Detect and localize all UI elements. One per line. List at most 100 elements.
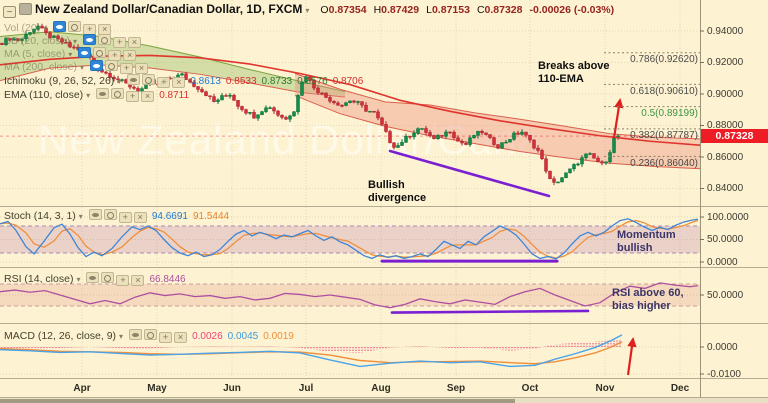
indicator-label[interactable]: Vol (20) <box>4 22 41 34</box>
indicator-value: 0.8576 <box>297 76 328 87</box>
month-label: Nov <box>595 383 615 394</box>
chevron-down-icon[interactable]: ▾ <box>68 50 73 59</box>
month-label: Apr <box>73 383 91 394</box>
price-label: -0.0100 <box>707 368 741 380</box>
chevron-down-icon[interactable]: ▾ <box>43 24 48 33</box>
fib-label: 0.786(0.92620) <box>630 54 698 66</box>
indicator-row: EMA (110, close) ▾ + × 0.8711 <box>4 88 190 102</box>
macd-line <box>0 334 623 368</box>
scrollbar-thumb[interactable] <box>0 399 515 403</box>
plus-icon[interactable]: + <box>112 37 126 48</box>
indicator-value: 0.0045 <box>227 331 259 342</box>
price-label: 0.94000 <box>707 25 744 37</box>
indicator-label[interactable]: MACD (12, 26, close, 9) <box>4 330 117 342</box>
eye-icon[interactable] <box>96 88 110 99</box>
gear-icon[interactable] <box>97 34 111 45</box>
macd-histogram <box>1 340 621 353</box>
gear-icon[interactable] <box>103 209 117 220</box>
eye-icon[interactable] <box>86 272 100 283</box>
chevron-down-icon[interactable]: ▾ <box>86 91 91 100</box>
indicator-row: MA (5, close) ▾ + × <box>4 47 137 61</box>
annotation-breakout: Breaks above 110-EMA <box>538 60 610 85</box>
chevron-down-icon[interactable]: ▾ <box>72 37 77 46</box>
gear-icon[interactable] <box>68 21 82 32</box>
plus-icon[interactable]: + <box>157 77 171 88</box>
gear-icon[interactable] <box>104 60 118 71</box>
ohlc-value: 0.87429 <box>381 4 420 16</box>
fib-label: 0.382(0.87787) <box>630 130 698 142</box>
macd-signal-line <box>0 341 623 365</box>
gear-icon[interactable] <box>101 272 115 283</box>
indicator-value: 0.8711 <box>159 90 190 101</box>
eye-icon[interactable] <box>89 60 103 71</box>
horizontal-scrollbar[interactable] <box>0 397 768 403</box>
trendline-main[interactable] <box>388 149 551 198</box>
ohlc-key: O <box>320 4 329 16</box>
annotation-divergence: Bullish divergence <box>368 179 427 204</box>
indicator-label[interactable]: BB (20, close) <box>4 35 70 47</box>
fib-label: 0.5(0.89199) <box>641 108 698 120</box>
plus-icon[interactable]: + <box>159 332 173 343</box>
ohlc-key: L <box>426 4 432 16</box>
price-label: 0.86000 <box>707 151 744 163</box>
breakout-arrow <box>614 98 624 109</box>
indicator-value: 94.6691 <box>151 211 188 222</box>
close-icon[interactable]: × <box>123 50 137 61</box>
eye-icon[interactable] <box>88 209 102 220</box>
close-icon[interactable]: × <box>174 332 188 343</box>
symbol-title[interactable]: New Zealand Dollar/Canadian Dollar, 1D, … <box>35 2 303 16</box>
indicator-label[interactable]: MA (5, close) <box>4 48 66 60</box>
month-label: Oct <box>521 383 539 394</box>
chevron-down-icon[interactable]: ▾ <box>117 77 122 86</box>
stoch-legend: Stoch (14, 3, 1) ▾ + × 94.6691 91.5444 <box>4 209 229 223</box>
ohlc-value: 0.87328 <box>484 4 523 16</box>
plus-icon[interactable]: + <box>118 212 132 223</box>
close-icon[interactable]: × <box>172 77 186 88</box>
annotation-momentum: Momentum bullish <box>617 229 676 254</box>
indicator-row: Vol (20) ▾ + × <box>4 21 112 35</box>
indicator-row: MA (200, close) ▾ + × <box>4 60 148 74</box>
gear-icon[interactable] <box>93 47 107 58</box>
gear-icon[interactable] <box>142 74 156 85</box>
eye-icon[interactable] <box>82 34 96 45</box>
indicator-label[interactable]: Stoch (14, 3, 1) <box>4 210 76 222</box>
close-icon[interactable]: × <box>131 275 145 286</box>
eye-icon[interactable] <box>129 329 143 340</box>
price-label: 0.84000 <box>707 183 744 194</box>
close-icon[interactable]: × <box>134 63 148 74</box>
chevron-down-icon[interactable]: ▾ <box>305 6 310 15</box>
price-label: 0.0000 <box>707 341 738 353</box>
plus-icon[interactable]: + <box>116 275 130 286</box>
month-label: May <box>147 383 167 394</box>
current-price-badge: 0.87328 <box>701 129 768 144</box>
eye-icon[interactable] <box>78 47 92 58</box>
indicator-label[interactable]: EMA (110, close) <box>4 89 84 101</box>
rsi-line <box>0 282 699 309</box>
close-icon[interactable]: × <box>127 37 141 48</box>
rsi-trendline <box>390 309 590 314</box>
indicator-label[interactable]: MA (200, close) <box>4 61 77 73</box>
eye-icon[interactable] <box>53 21 67 32</box>
month-label: Aug <box>371 383 391 394</box>
close-icon[interactable]: × <box>141 91 155 102</box>
price-label: 50.0000 <box>707 289 744 301</box>
chart-style-icon[interactable] <box>19 3 32 15</box>
ohlc-key: C <box>476 4 485 16</box>
eye-icon[interactable] <box>127 74 141 85</box>
chevron-down-icon[interactable]: ▾ <box>119 332 124 341</box>
plus-icon[interactable]: + <box>119 63 133 74</box>
month-label: Jun <box>223 383 241 394</box>
gear-icon[interactable] <box>111 88 125 99</box>
indicator-label[interactable]: Ichimoku (9, 26, 52, 26) <box>4 75 115 87</box>
collapse-icon[interactable]: − <box>3 6 16 18</box>
close-icon[interactable]: × <box>133 212 147 223</box>
indicator-value: 0.8706 <box>332 76 364 87</box>
indicator-label[interactable]: RSI (14, close) <box>4 273 74 285</box>
gear-icon[interactable] <box>144 329 158 340</box>
chevron-down-icon[interactable]: ▾ <box>79 63 84 72</box>
plus-icon[interactable]: + <box>126 91 140 102</box>
ohlc-value: 0.87354 <box>328 4 367 16</box>
chevron-down-icon[interactable]: ▾ <box>76 275 81 284</box>
chevron-down-icon[interactable]: ▾ <box>78 212 83 221</box>
macd-arrow <box>627 337 637 348</box>
